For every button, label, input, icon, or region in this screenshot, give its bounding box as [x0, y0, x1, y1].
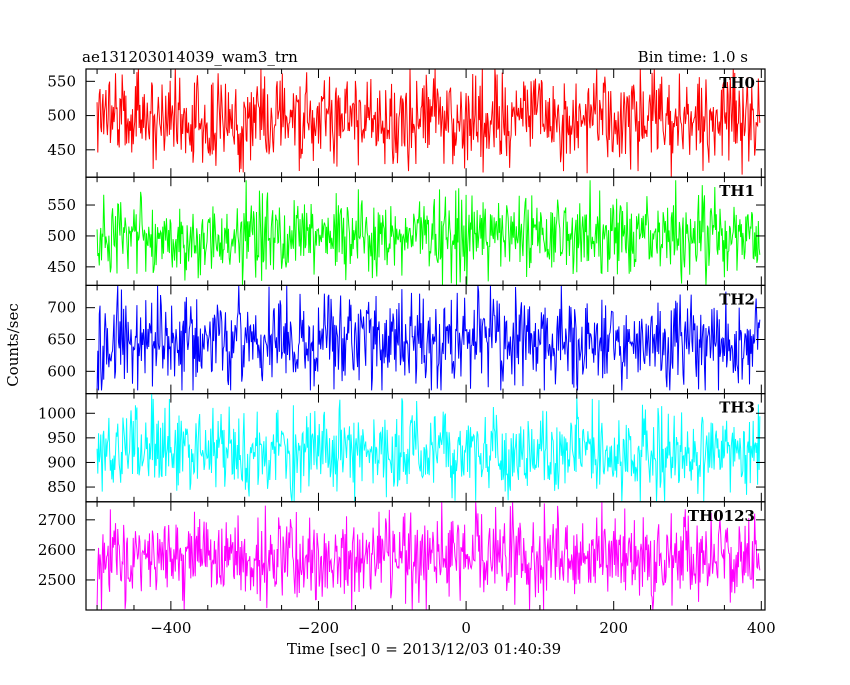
panel-name-label: TH3: [719, 399, 755, 417]
y-tick-label: 1000: [38, 404, 76, 422]
x-axis: −400 −200 0 200 400: [150, 619, 775, 637]
y-tick-label: 500: [47, 107, 76, 125]
y-tick-label: 950: [47, 429, 76, 447]
panel-name-label: TH1: [719, 182, 755, 200]
panel-th1: 450 500 550 TH1: [47, 176, 766, 286]
series-line-th3: [96, 393, 761, 502]
y-axis-label: Counts/sec: [4, 303, 22, 387]
y-tick-label: 550: [47, 196, 76, 214]
x-tick-label: 0: [461, 619, 471, 637]
panel-th2: 600 650 700 TH2: [47, 284, 766, 395]
series-line-th2: [96, 285, 761, 391]
series-line-th1: [96, 180, 761, 286]
y-tick-label: 600: [47, 362, 76, 380]
panel-th3: 850 900 950 1000 TH3: [38, 393, 766, 503]
x-tick-label: 200: [599, 619, 628, 637]
y-tick-label: 500: [47, 227, 76, 245]
x-tick-label: −200: [298, 619, 339, 637]
y-tick-label: 2600: [38, 541, 76, 559]
panel-name-label: TH0123: [688, 507, 755, 525]
y-tick-label: 650: [47, 331, 76, 349]
y-tick-label: 450: [47, 258, 76, 276]
y-tick-label: 550: [47, 72, 76, 90]
y-tick-label: 2500: [38, 571, 76, 589]
chart-title: ae131203014039_wam3_trn: [82, 48, 298, 66]
bin-time-label: Bin time: 1.0 s: [638, 48, 748, 66]
panel-th0123: 2500 2600 2700 TH0123: [38, 501, 766, 611]
x-tick-label: 400: [747, 619, 776, 637]
panel-name-label: TH2: [719, 290, 755, 308]
panel-th0: 450 500 550 TH0: [47, 68, 766, 178]
panel-name-label: TH0: [719, 74, 755, 92]
y-tick-label: 450: [47, 141, 76, 159]
panel-frame: [85, 501, 766, 611]
y-tick-label: 2700: [38, 511, 76, 529]
series-line-th0123: [96, 501, 761, 610]
x-tick-label: −400: [150, 619, 191, 637]
x-axis-label: Time [sec] 0 = 2013/12/03 01:40:39: [287, 640, 561, 658]
y-tick-label: 900: [47, 453, 76, 471]
y-tick-label: 700: [47, 299, 76, 317]
panels-group: 450 500 550 TH0 450 500 550 TH1 600 650 700 TH2 850 9…: [38, 68, 766, 611]
y-tick-label: 850: [47, 478, 76, 496]
series-line-th0: [96, 69, 761, 178]
